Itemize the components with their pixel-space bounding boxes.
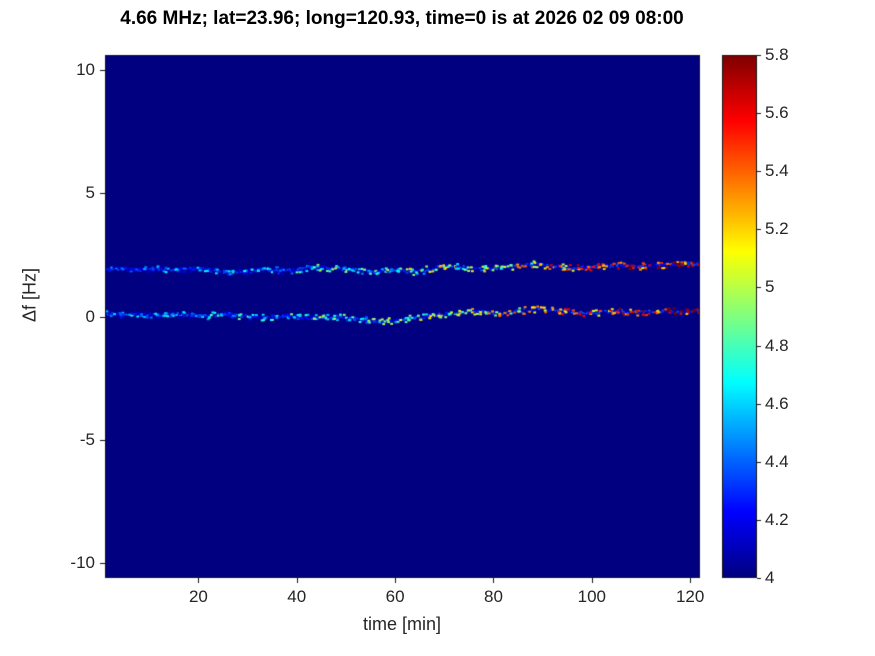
x-tick-label: 20 bbox=[188, 587, 208, 606]
colorbar-tick-label: 5 bbox=[765, 277, 775, 297]
x-tick-label: 60 bbox=[385, 587, 405, 606]
colorbar-tick-label: 4 bbox=[765, 568, 775, 587]
x-tick-label: 120 bbox=[675, 587, 705, 606]
x-tick-label: 80 bbox=[484, 587, 503, 606]
y-tick-label: 0 bbox=[85, 306, 95, 326]
colorbar-tick-label: 5.4 bbox=[765, 161, 789, 181]
y-tick-label: 5 bbox=[85, 183, 95, 203]
figure-title: 4.66 MHz; lat=23.96; long=120.93, time=0… bbox=[120, 8, 684, 29]
x-tick-label: 100 bbox=[577, 587, 606, 606]
x-tick-label: 40 bbox=[287, 587, 307, 606]
y-tick-label: 10 bbox=[76, 59, 95, 79]
colorbar-tick-label: 4.8 bbox=[765, 335, 789, 355]
colorbar-tick-label: 4.6 bbox=[765, 393, 789, 413]
y-tick-label: -5 bbox=[79, 429, 95, 449]
colorbar-tick-label: 4.2 bbox=[765, 509, 789, 529]
colorbar-tick-label: 5.2 bbox=[765, 219, 789, 239]
x-axis-label: time [min] bbox=[362, 614, 442, 634]
colorbar-tick-label: 4.4 bbox=[765, 451, 789, 471]
colorbar-tick-label: 5.8 bbox=[765, 45, 789, 64]
y-tick-label: -10 bbox=[70, 553, 95, 573]
colorbar-tick-label: 5.6 bbox=[765, 103, 789, 123]
y-axis-label: Δf [Hz] bbox=[19, 267, 40, 323]
